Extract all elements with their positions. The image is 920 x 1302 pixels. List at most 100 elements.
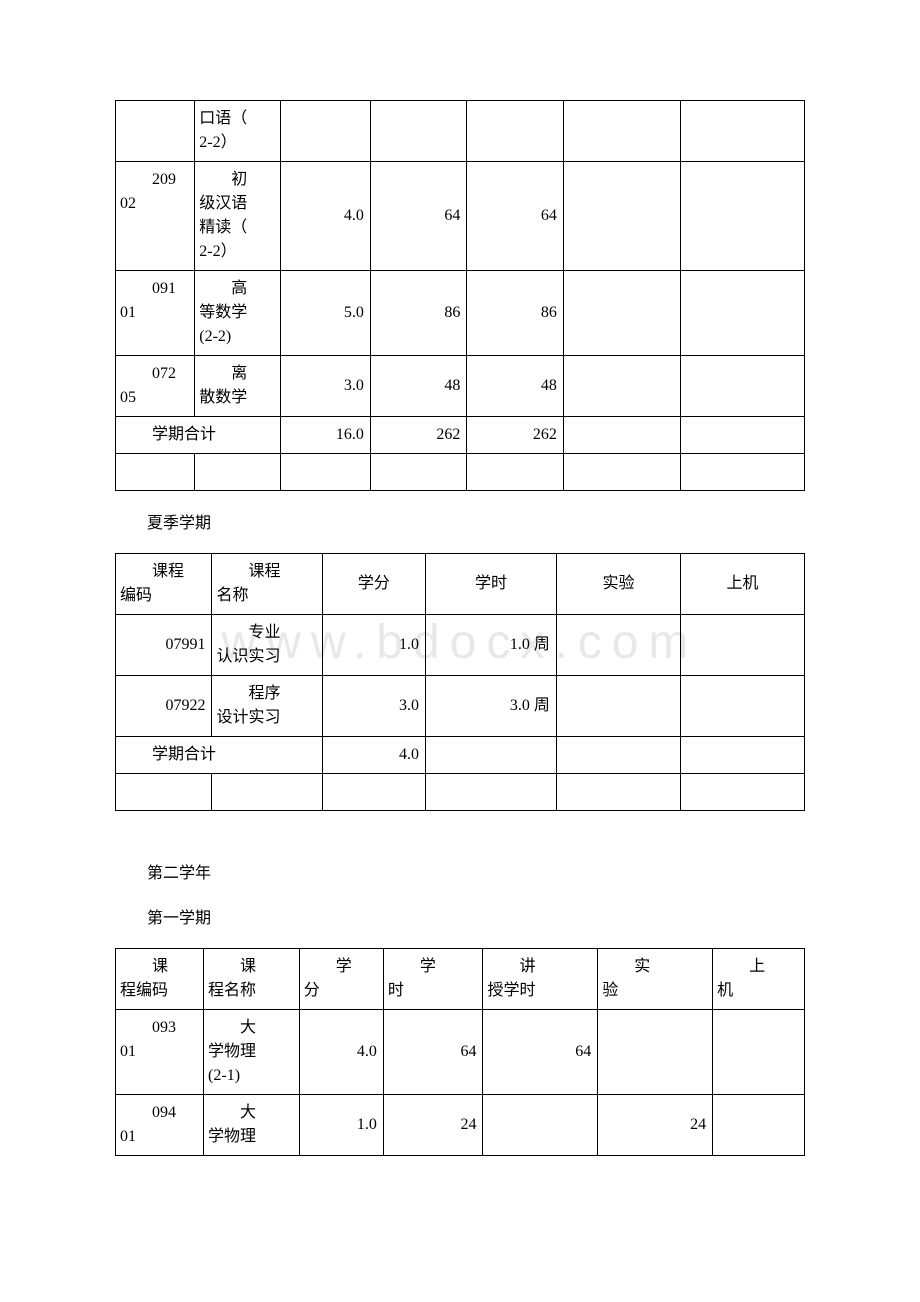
cell-hours: 1.0 周 [426, 615, 557, 676]
table-header-row: 课程编码 课程名称 学分 学时 实验 上机 [116, 554, 805, 615]
cell [322, 774, 425, 811]
header-exp: 实验 [598, 949, 713, 1010]
cell-comp [680, 271, 804, 356]
cell-total-label: 学期合计 [116, 737, 323, 774]
cell-name: 离散数学 [195, 356, 281, 417]
table-header-row: 课程编码 课程名称 学分 学时 讲授学时 实验 上机 [116, 949, 805, 1010]
cell-comp [680, 356, 804, 417]
header-code: 课程编码 [116, 554, 212, 615]
table-row: 07991 专业认识实习 1.0 1.0 周 [116, 615, 805, 676]
cell-comp [680, 676, 804, 737]
header-code: 课程编码 [116, 949, 204, 1010]
cell-comp [680, 162, 804, 271]
heading-sem1: 第一学期 [115, 904, 805, 934]
cell-hours: 262 [370, 417, 466, 454]
cell-code: 07991 [116, 615, 212, 676]
cell-lecture: 48 [467, 356, 563, 417]
table-row: 09401 大学物理 1.0 24 24 [116, 1095, 805, 1156]
cell-exp [556, 615, 680, 676]
cell-hours [426, 737, 557, 774]
cell-name: 程序设计实习 [212, 676, 322, 737]
heading-summer: 夏季学期 [115, 509, 805, 539]
cell-comp [680, 615, 804, 676]
cell-credit [281, 101, 371, 162]
cell-lecture: 262 [467, 417, 563, 454]
cell-exp [563, 162, 680, 271]
cell-exp [556, 737, 680, 774]
cell-hours [370, 101, 466, 162]
header-lecture: 讲授学时 [483, 949, 598, 1010]
cell-exp [563, 417, 680, 454]
cell [426, 774, 557, 811]
table-total-row: 学期合计 16.0 262 262 [116, 417, 805, 454]
cell-code: 20902 [116, 162, 195, 271]
cell-code [116, 101, 195, 162]
cell-credit: 3.0 [322, 676, 425, 737]
cell-exp: 24 [598, 1095, 713, 1156]
table-row: 07205 离散数学 3.0 48 48 [116, 356, 805, 417]
header-credit: 学分 [322, 554, 425, 615]
table-row: 09101 高等数学(2-2) 5.0 86 86 [116, 271, 805, 356]
table-row: 20902 初级汉语精读（2-2） 4.0 64 64 [116, 162, 805, 271]
cell [563, 454, 680, 491]
cell-exp [598, 1010, 713, 1095]
cell-credit: 3.0 [281, 356, 371, 417]
cell-credit: 4.0 [299, 1010, 383, 1095]
cell-name: 专业认识实习 [212, 615, 322, 676]
header-hours: 学时 [383, 949, 483, 1010]
cell-comp [680, 101, 804, 162]
table-row: 口语（2-2） [116, 101, 805, 162]
cell [281, 454, 371, 491]
cell-credit: 1.0 [299, 1095, 383, 1156]
header-comp: 上机 [680, 554, 804, 615]
table-row [116, 454, 805, 491]
cell-credit: 5.0 [281, 271, 371, 356]
table-sem2: 口语（2-2） 20902 初级汉语精读（2-2） 4.0 64 64 0910… [115, 100, 805, 491]
cell [116, 774, 212, 811]
cell-hours: 64 [383, 1010, 483, 1095]
cell-credit: 1.0 [322, 615, 425, 676]
cell-comp [680, 737, 804, 774]
cell-lecture: 64 [467, 162, 563, 271]
cell-exp [563, 356, 680, 417]
cell-hours: 48 [370, 356, 466, 417]
cell [680, 774, 804, 811]
cell-code: 07205 [116, 356, 195, 417]
cell-hours: 86 [370, 271, 466, 356]
cell-hours: 64 [370, 162, 466, 271]
table-year2-sem1: 课程编码 课程名称 学分 学时 讲授学时 实验 上机 09301 大学物理(2-… [115, 948, 805, 1156]
cell-lecture [483, 1095, 598, 1156]
table-row: 07922 程序设计实习 3.0 3.0 周 [116, 676, 805, 737]
table-row: 09301 大学物理(2-1) 4.0 64 64 [116, 1010, 805, 1095]
cell-credit: 4.0 [281, 162, 371, 271]
cell [370, 454, 466, 491]
cell-hours: 24 [383, 1095, 483, 1156]
cell-credit: 16.0 [281, 417, 371, 454]
cell-name: 大学物理(2-1) [204, 1010, 300, 1095]
cell-name: 大学物理 [204, 1095, 300, 1156]
header-comp: 上机 [713, 949, 805, 1010]
cell-exp [556, 676, 680, 737]
header-name: 课程名称 [212, 554, 322, 615]
cell-credit: 4.0 [322, 737, 425, 774]
cell-name: 初级汉语精读（2-2） [195, 162, 281, 271]
cell-code: 07922 [116, 676, 212, 737]
heading-year2: 第二学年 [115, 859, 805, 889]
cell-name: 高等数学(2-2) [195, 271, 281, 356]
cell-comp [680, 417, 804, 454]
cell-comp [713, 1095, 805, 1156]
cell-exp [563, 271, 680, 356]
cell-lecture [467, 101, 563, 162]
cell-exp [563, 101, 680, 162]
table-row [116, 774, 805, 811]
cell-code: 09301 [116, 1010, 204, 1095]
cell-total-label: 学期合计 [116, 417, 281, 454]
header-hours: 学时 [426, 554, 557, 615]
header-exp: 实验 [556, 554, 680, 615]
header-credit: 学分 [299, 949, 383, 1010]
cell [467, 454, 563, 491]
cell-comp [713, 1010, 805, 1095]
cell-code: 09101 [116, 271, 195, 356]
cell [680, 454, 804, 491]
cell-lecture: 64 [483, 1010, 598, 1095]
